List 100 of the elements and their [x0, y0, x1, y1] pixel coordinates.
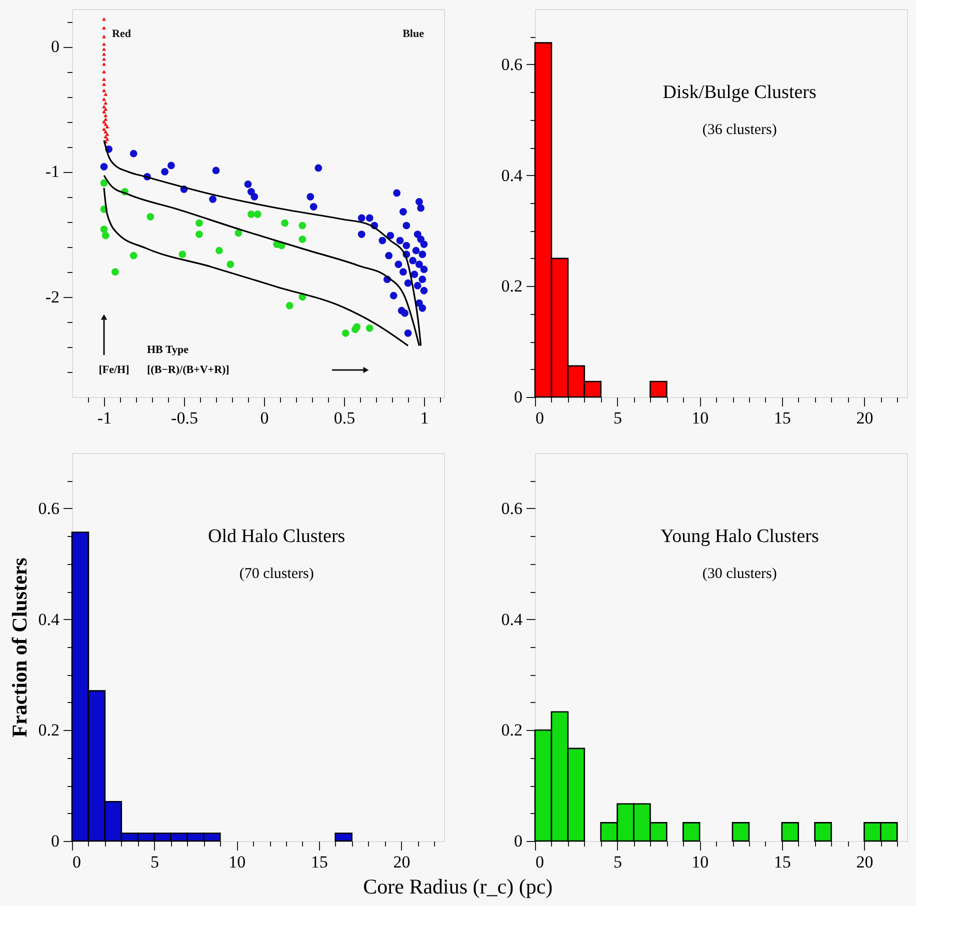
point [415, 198, 423, 206]
x-tick-label: -0.5 [171, 408, 198, 428]
x-tick-label: 5 [614, 408, 622, 428]
point [358, 230, 366, 238]
point [306, 193, 314, 200]
point [102, 232, 110, 240]
point [386, 232, 394, 240]
point [244, 180, 252, 188]
point [195, 219, 203, 227]
point [358, 214, 366, 222]
point [226, 260, 234, 268]
point [310, 203, 318, 210]
point [378, 236, 386, 244]
point [412, 246, 420, 254]
annotation: Red [112, 28, 131, 40]
y-axis-title: Fraction of Clusters [7, 558, 32, 738]
point [417, 236, 425, 243]
text: Young Halo Clusters [660, 526, 819, 547]
y-tick-label: 0 [51, 832, 60, 850]
point [414, 282, 422, 290]
point [402, 222, 410, 230]
point [102, 26, 106, 30]
y-axis-title: [Fe/H] [98, 364, 130, 376]
point [385, 252, 393, 260]
y-tick-label: 0 [51, 37, 60, 56]
point [102, 77, 106, 81]
point [102, 62, 106, 66]
x-tick-label: -1 [97, 408, 112, 428]
point [394, 260, 402, 268]
x-tick-label: 20 [856, 408, 874, 428]
x-tick-label: 10 [692, 408, 709, 428]
point [420, 240, 428, 248]
point [104, 92, 108, 96]
point [404, 329, 412, 337]
point [409, 256, 417, 264]
point [102, 120, 106, 124]
point [209, 196, 217, 203]
point [281, 219, 289, 227]
text: Disk/Bulge Clusters [662, 82, 816, 103]
point [104, 134, 108, 138]
point [298, 222, 306, 230]
y-tick-label: 0.2 [501, 276, 522, 296]
point [130, 150, 138, 158]
y-tick-label: 0.4 [38, 610, 60, 629]
point [102, 110, 106, 114]
y-tick-label: 0.4 [501, 166, 523, 185]
x-tick-label: 10 [228, 852, 246, 872]
point [146, 213, 154, 220]
point [234, 229, 242, 237]
point [410, 270, 418, 278]
point [399, 268, 407, 276]
point [399, 208, 407, 216]
x-axis-title: Core Radius (r_c) (pc) [363, 874, 553, 898]
point [167, 162, 175, 170]
point [418, 304, 426, 312]
point [366, 324, 374, 332]
y-tick-label: 0.2 [38, 720, 60, 740]
x-tick-label: 0 [536, 408, 544, 428]
point [401, 309, 409, 317]
x-tick-label: 1 [420, 408, 429, 428]
point [286, 302, 294, 310]
point [247, 210, 255, 218]
point [104, 122, 108, 126]
point [178, 250, 186, 258]
text: (30 clusters) [702, 566, 777, 582]
point [298, 236, 306, 243]
point [102, 47, 106, 51]
point [314, 164, 322, 172]
x-tick-label: 0 [260, 408, 269, 428]
y-tick-label: 0.2 [501, 720, 522, 740]
point [100, 179, 108, 187]
point [105, 124, 110, 128]
x-tick-label: 0.5 [334, 408, 356, 428]
y-tick-label: 0.6 [38, 498, 60, 518]
y-tick-label: 0 [514, 388, 522, 406]
point [104, 117, 108, 121]
point [102, 57, 106, 61]
annotation: Blue [402, 28, 424, 40]
point [353, 323, 361, 331]
y-tick-label: 0.6 [501, 54, 522, 74]
point [102, 70, 106, 74]
point [111, 268, 119, 276]
x-tick-label: 15 [774, 408, 791, 428]
x-tick-label: 20 [856, 852, 874, 872]
point [102, 82, 106, 86]
point [100, 226, 108, 233]
point [420, 266, 428, 274]
x-tick-label: 5 [150, 852, 160, 872]
x-tick-label: 10 [692, 852, 709, 872]
point [195, 230, 203, 238]
x-tick-label: 0 [72, 852, 81, 872]
point [104, 101, 108, 105]
point [250, 193, 258, 200]
point [215, 246, 223, 254]
text: Old Halo Clusters [208, 526, 346, 547]
text: (36 clusters) [702, 122, 777, 138]
point [100, 163, 108, 170]
x-tick-label: 5 [614, 852, 622, 872]
x-tick-label: 20 [393, 852, 410, 872]
point [104, 114, 108, 118]
